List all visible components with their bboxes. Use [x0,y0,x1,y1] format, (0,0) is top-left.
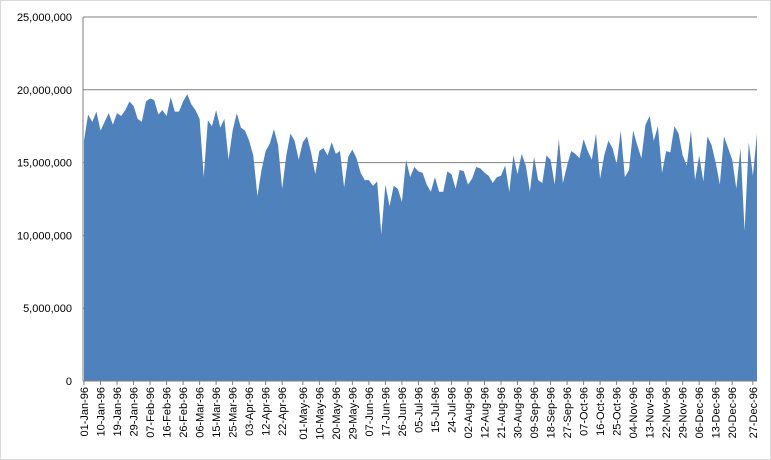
x-tick-label: 09-Sep-96 [529,387,541,438]
x-tick-label: 13-Dec-96 [711,387,723,438]
y-tick-label: 25,000,000 [17,12,72,24]
x-tick-label: 03-Apr-96 [244,387,256,436]
x-tick-label: 12-Apr-96 [261,387,273,436]
x-tick-label: 27-Dec-96 [748,387,760,438]
x-tick-label: 02-Aug-96 [463,387,475,438]
x-tick-label: 20-Dec-96 [727,387,739,438]
x-tick-label: 10-May-96 [314,387,326,440]
x-tick-label: 16-Feb-96 [162,387,174,438]
x-tick-label: 04-Nov-96 [628,387,640,438]
x-tick-label: 06-Mar-96 [195,387,207,438]
x-tick-label: 18-Sep-96 [546,387,558,438]
x-tick-label: 16-Oct-96 [595,387,607,436]
x-tick-label: 01-May-96 [298,387,310,440]
x-tick-label: 22-Nov-96 [661,387,673,438]
x-tick-label: 24-Jul-96 [446,387,458,433]
x-tick-label: 25-Oct-96 [612,387,624,436]
x-tick-label: 27-Sep-96 [562,387,574,438]
x-tick-label: 17-Jun-96 [380,387,392,437]
x-tick-label: 15-Mar-96 [211,387,223,438]
x-tick-label: 29-Nov-96 [678,387,690,438]
y-tick-label: 0 [66,376,72,388]
y-tick-label: 15,000,000 [17,158,72,170]
x-tick-label: 26-Jun-96 [397,387,409,437]
x-tick-label: 12-Aug-96 [479,387,491,438]
y-tick-label: 5,000,000 [23,303,72,315]
x-tick-label: 21-Aug-96 [496,387,508,438]
x-tick-label: 20-May-96 [331,387,343,440]
y-tick-label: 10,000,000 [17,230,72,242]
x-tick-label: 19-Jan-96 [112,387,124,437]
x-tick-label: 26-Feb-96 [178,387,190,438]
x-tick-label: 07-Oct-96 [579,387,591,436]
x-tick-label: 06-Dec-96 [694,387,706,438]
x-tick-label: 15-Jul-96 [430,387,442,433]
x-tick-label: 22-Apr-96 [277,387,289,436]
x-tick-label: 13-Nov-96 [645,387,657,438]
x-tick-label: 25-Mar-96 [228,387,240,438]
x-tick-label: 07-Jun-96 [364,387,376,437]
x-tick-label: 07-Feb-96 [145,387,157,438]
x-tick-label: 05-Jul-96 [413,387,425,433]
x-tick-label: 10-Jan-96 [96,387,108,437]
x-tick-label: 29-Jan-96 [129,387,141,437]
area [84,94,757,382]
x-tick-label: 01-Jan-96 [79,387,91,437]
x-tick-label: 29-May-96 [347,387,359,440]
x-tick-label: 30-Aug-96 [513,387,525,438]
y-tick-label: 20,000,000 [17,85,72,97]
